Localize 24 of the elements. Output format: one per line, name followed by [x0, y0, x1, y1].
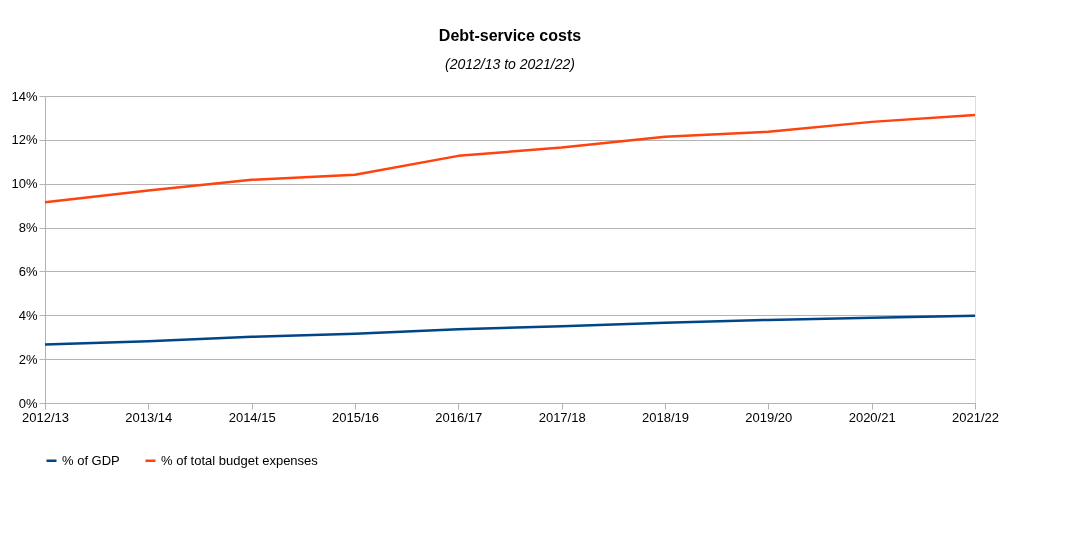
chart-title: Debt-service costs	[438, 27, 582, 44]
line-series	[43, 113, 977, 204]
line-series	[43, 314, 977, 346]
x-tick-label: 2013/14	[125, 409, 173, 425]
y-tick-label: 10%	[11, 176, 38, 192]
legend-label: % of GDP	[62, 452, 120, 468]
x-tick-label: 2016/17	[435, 409, 483, 425]
x-tick-label: 2020/21	[848, 409, 896, 425]
y-tick-label: 2%	[18, 351, 38, 367]
y-tick-label: 14%	[11, 88, 38, 104]
x-tick-label: 2018/19	[642, 409, 689, 425]
y-tick-label: 6%	[18, 263, 38, 279]
chart-subtitle: (2012/13 to 2021/22)	[445, 56, 575, 72]
x-tick-label: 2017/18	[538, 409, 586, 425]
y-tick-label: 4%	[18, 307, 38, 323]
legend-label: % of total budget expenses	[161, 452, 319, 468]
y-tick-label: 0%	[18, 395, 38, 411]
y-tick-label: 12%	[11, 132, 38, 148]
y-tick-label: 8%	[18, 220, 38, 236]
x-tick-label: 2019/20	[745, 409, 793, 425]
x-tick-label: 2021/22	[952, 409, 999, 425]
x-tick-label: 2014/15	[228, 409, 276, 425]
x-tick-label: 2015/16	[332, 409, 379, 425]
x-tick-label: 2012/13	[22, 409, 69, 425]
